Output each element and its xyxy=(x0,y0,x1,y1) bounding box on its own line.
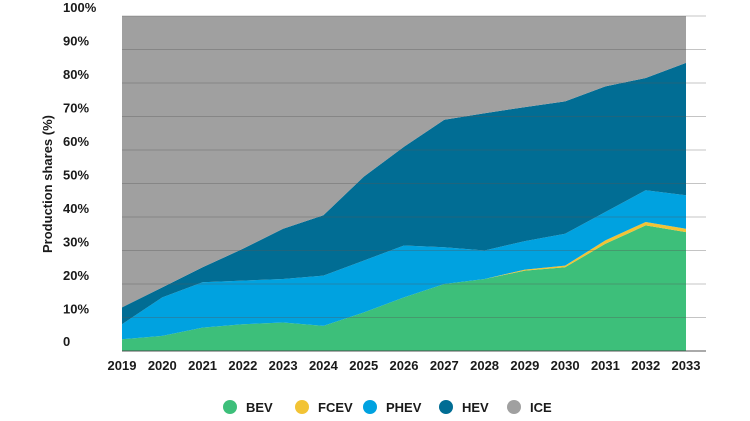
x-tick-label: 2031 xyxy=(591,358,620,373)
y-tick-label: 70% xyxy=(63,101,89,116)
legend-swatch xyxy=(439,400,453,414)
area-ice xyxy=(122,16,686,308)
x-axis-ticks: 2019 2020 2021 2022 2023 2024 2025 2026 2027 2028… xyxy=(108,358,701,373)
legend-label: ICE xyxy=(530,400,552,415)
legend-swatch xyxy=(223,400,237,414)
y-tick-label: 20% xyxy=(63,268,89,283)
x-tick-label: 2021 xyxy=(188,358,217,373)
y-axis-label: Production shares (%) xyxy=(40,115,55,253)
x-tick-label: 2033 xyxy=(672,358,701,373)
area-series-group xyxy=(122,16,686,351)
x-tick-label: 2022 xyxy=(228,358,257,373)
x-tick-label: 2024 xyxy=(309,358,339,373)
area-phev xyxy=(122,190,686,340)
y-tick-label: 30% xyxy=(63,235,89,250)
y-tick-label: 100% xyxy=(63,0,97,15)
legend-label: HEV xyxy=(462,400,489,415)
legend-item-hev: HEV xyxy=(439,400,489,415)
legend-label: BEV xyxy=(246,400,273,415)
y-tick-label: 90% xyxy=(63,34,89,49)
y-tick-label: 60% xyxy=(63,134,89,149)
legend-item-ice: ICE xyxy=(507,400,552,415)
x-tick-label: 2028 xyxy=(470,358,499,373)
x-tick-label: 2025 xyxy=(349,358,378,373)
legend-label: FCEV xyxy=(318,400,353,415)
area-bev xyxy=(122,225,686,351)
area-hev xyxy=(122,62,686,325)
legend-item-fcev: FCEV xyxy=(295,400,353,415)
y-axis-ticks: 0 10% 20% 30% 40% 50% 60% 70% 80% 90% 100% xyxy=(63,0,97,349)
legend-label: PHEV xyxy=(386,400,422,415)
y-tick-label: 50% xyxy=(63,168,89,183)
y-tick-label: 40% xyxy=(63,201,89,216)
x-tick-label: 2029 xyxy=(510,358,539,373)
x-tick-label: 2020 xyxy=(148,358,177,373)
x-tick-label: 2030 xyxy=(551,358,580,373)
x-tick-label: 2026 xyxy=(390,358,419,373)
x-tick-label: 2019 xyxy=(108,358,137,373)
x-tick-label: 2027 xyxy=(430,358,459,373)
x-tick-label: 2032 xyxy=(631,358,660,373)
legend-item-phev: PHEV xyxy=(363,400,422,415)
legend-item-bev: BEV xyxy=(223,400,273,415)
legend-swatch xyxy=(363,400,377,414)
legend-swatch xyxy=(507,400,521,414)
y-tick-label: 0 xyxy=(63,334,70,349)
x-tick-label: 2023 xyxy=(269,358,298,373)
legend-swatch xyxy=(295,400,309,414)
legend: BEV FCEV PHEV HEV ICE xyxy=(223,400,552,415)
gridlines xyxy=(122,15,706,352)
y-tick-label: 10% xyxy=(63,302,89,317)
y-tick-label: 80% xyxy=(63,67,89,82)
